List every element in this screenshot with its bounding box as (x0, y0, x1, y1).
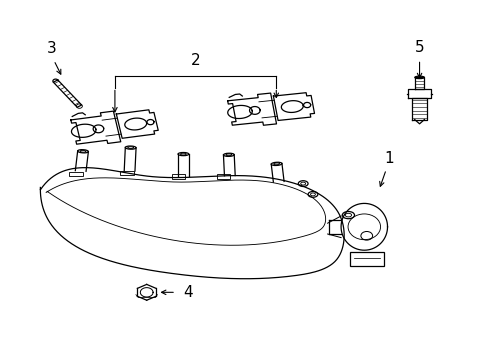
Text: 1: 1 (383, 150, 393, 166)
Bar (216, 174, 230, 179)
Bar (171, 174, 185, 179)
Bar (69, 172, 82, 176)
Text: 4: 4 (183, 285, 193, 300)
Text: 3: 3 (46, 41, 56, 56)
Bar (349, 252, 383, 266)
Text: 5: 5 (414, 40, 424, 55)
Bar (120, 171, 134, 175)
Text: 2: 2 (190, 53, 200, 68)
